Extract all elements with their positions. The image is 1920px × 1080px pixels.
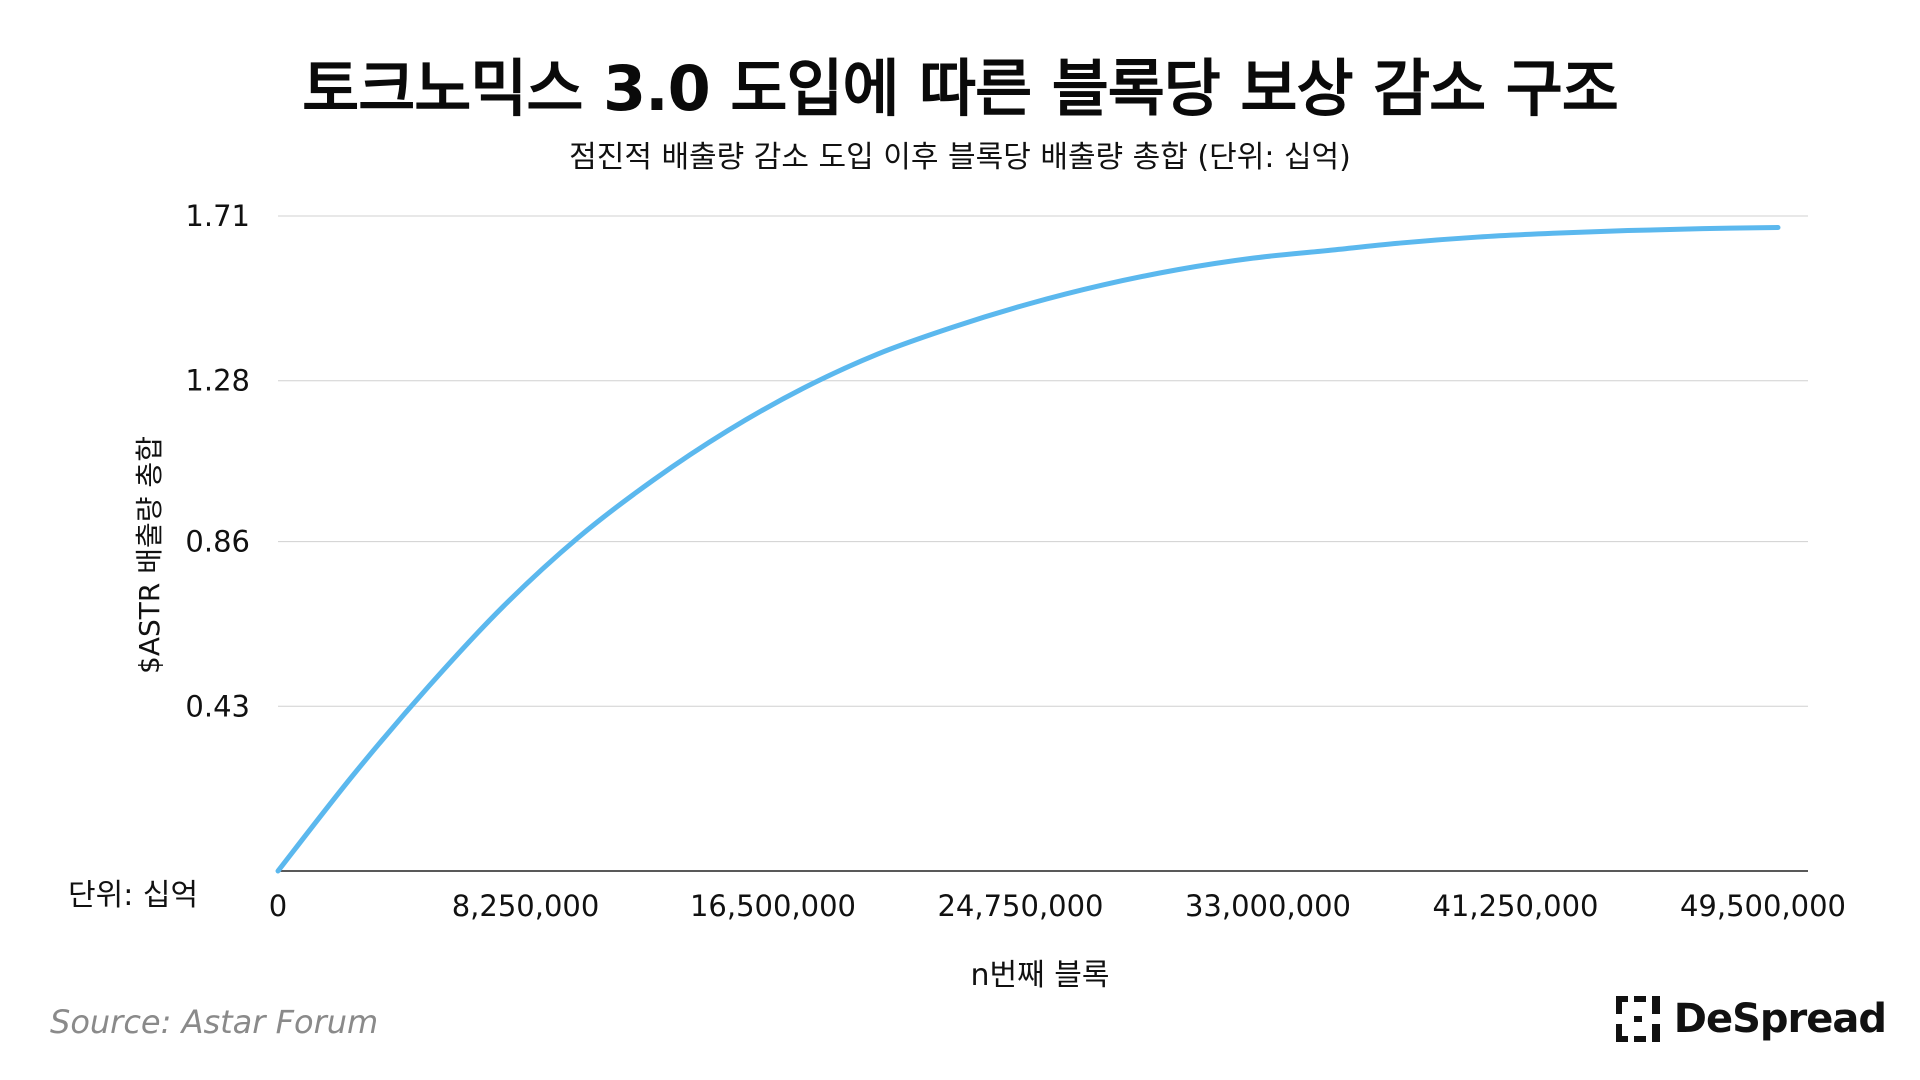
x-tick-label: 16,500,000 [690, 889, 856, 923]
y-tick-label: 0.43 [185, 689, 250, 723]
brand-logo: DeSpread [1615, 996, 1887, 1042]
chart-subtitle: 점진적 배출량 감소 도입 이후 블록당 배출량 총합 (단위: 십억) [569, 140, 1351, 175]
unit-note: 단위: 십억 [68, 878, 199, 913]
x-tick-label: 41,250,000 [1432, 889, 1598, 923]
emission-series-line [275, 224, 1781, 874]
chart-title: 토크노믹스 3.0 도입에 따른 블록당 보상 감소 구조 [302, 52, 1619, 125]
x-tick-label: 33,000,000 [1185, 889, 1351, 923]
y-tick-labels: 0.43 0.86 1.28 1.71 [185, 199, 250, 723]
x-tick-label: 8,250,000 [452, 889, 600, 923]
source-caption: Source: Astar Forum [50, 1003, 379, 1041]
y-axis-label: $ASTR 배출량 총합 [133, 436, 166, 674]
x-tick-label: 49,500,000 [1680, 889, 1846, 923]
y-tick-label: 1.28 [185, 364, 250, 398]
y-tick-label: 0.86 [185, 525, 250, 559]
x-axis-label: n번째 블록 [970, 958, 1110, 993]
x-tick-label: 0 [269, 889, 287, 923]
series-layer [275, 224, 1781, 874]
despread-logo-icon [1615, 996, 1660, 1042]
brand-name: DeSpread [1673, 996, 1887, 1042]
gridlines [278, 215, 1808, 872]
y-tick-label: 1.71 [185, 199, 250, 233]
x-tick-labels: 0 8,250,000 16,500,000 24,750,000 33,000,000… [269, 889, 1846, 923]
x-tick-label: 24,750,000 [937, 889, 1103, 923]
